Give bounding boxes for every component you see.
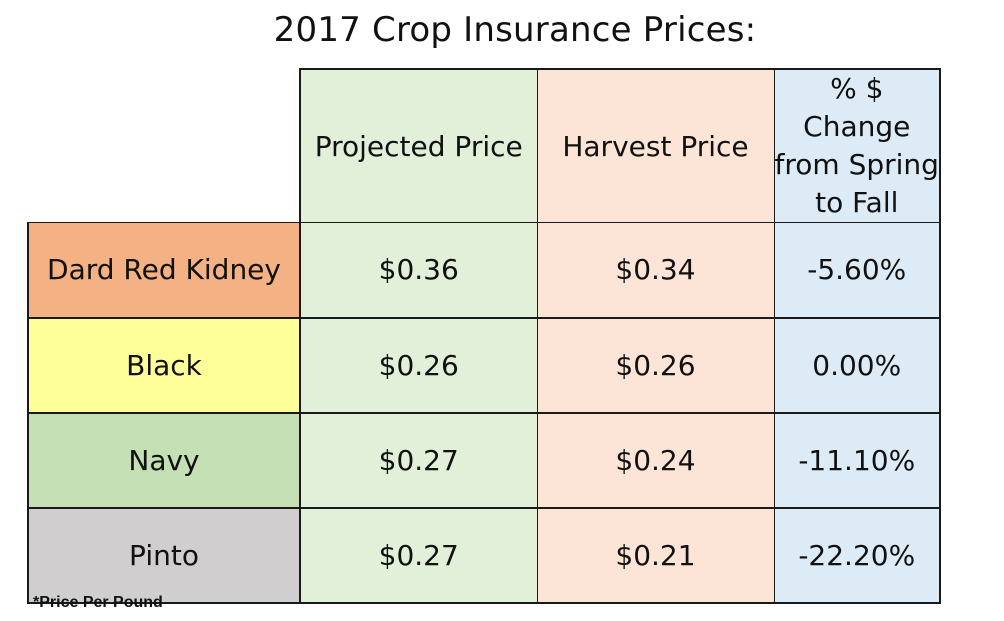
table-row: Pinto $0.27 $0.21 -22.20% [27, 507, 941, 604]
header-corner [28, 69, 300, 223]
harvest-price-cell: $0.21 [536, 507, 775, 604]
header-row: Projected Price Harvest Price % $ Change… [28, 68, 941, 223]
percent-change-cell: -11.10% [773, 412, 941, 509]
header-projected-price: Projected Price [299, 68, 538, 223]
projected-price-cell: $0.36 [299, 222, 538, 319]
row-label: Navy [27, 412, 301, 509]
percent-change-cell: -22.20% [773, 507, 941, 604]
projected-price-cell: $0.27 [299, 412, 538, 509]
header-percent-change: % $ Change from Spring to Fall [774, 68, 941, 223]
table-row: Navy $0.27 $0.24 -11.10% [27, 412, 941, 509]
projected-price-cell: $0.26 [299, 317, 538, 414]
percent-change-cell: -5.60% [773, 222, 941, 319]
percent-change-cell: 0.00% [773, 317, 941, 414]
table-row: Dard Red Kidney $0.36 $0.34 -5.60% [27, 222, 941, 319]
harvest-price-cell: $0.34 [536, 222, 775, 319]
row-label: Black [27, 317, 301, 414]
row-label: Pinto [27, 507, 301, 604]
harvest-price-cell: $0.24 [536, 412, 775, 509]
chart-title: 2017 Crop Insurance Prices: [273, 10, 757, 50]
header-harvest-price: Harvest Price [537, 68, 775, 223]
footnote: *Price Per Pound [33, 594, 163, 611]
table-row: Black $0.26 $0.26 0.00% [27, 317, 941, 414]
row-label: Dard Red Kidney [27, 222, 301, 319]
harvest-price-cell: $0.26 [536, 317, 775, 414]
price-table: Projected Price Harvest Price % $ Change… [27, 68, 941, 604]
projected-price-cell: $0.27 [299, 507, 538, 604]
